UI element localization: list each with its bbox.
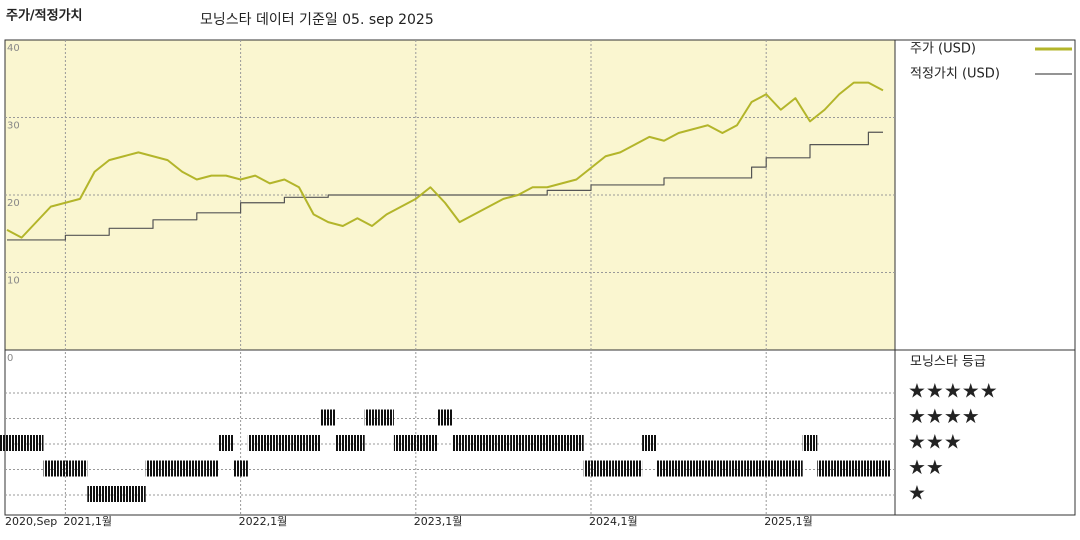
rating-label: ★★★★ [908, 404, 980, 428]
rating-bar [174, 460, 190, 477]
rating-bar [233, 460, 248, 477]
rating-bar [773, 460, 789, 477]
rating-bar [744, 460, 759, 477]
rating-bar [14, 435, 29, 451]
rating-bar [715, 460, 730, 477]
rating-title: 모닝스타 등급 [910, 355, 986, 370]
rating-bar [817, 460, 832, 477]
rating-bar [423, 435, 438, 451]
x-tick-label: 2022,1월 [239, 515, 288, 528]
rating-bar [291, 435, 307, 451]
frame [4, 39, 1076, 516]
rating-bar [277, 435, 292, 451]
y-tick-label: 40 [7, 43, 20, 54]
rating-bar [160, 460, 175, 477]
rating-bar [58, 460, 73, 477]
rating-bar [364, 409, 380, 426]
rating-bar [189, 460, 205, 477]
price-line [6, 81, 884, 239]
x-tick-label: 2025,1월 [764, 515, 813, 528]
rating-bar [145, 460, 161, 477]
rating-bar [452, 435, 467, 451]
rating-bar [379, 409, 394, 426]
rating-bar [598, 460, 613, 477]
rating-bar [335, 435, 351, 451]
rating-bar [247, 435, 263, 451]
rating-bar [525, 435, 540, 451]
rating-bar [466, 435, 482, 451]
chart-title: 주가/적정가치 [6, 8, 83, 24]
fair-value-line [7, 131, 883, 241]
rating-bar [131, 486, 146, 502]
rating-bar [729, 460, 745, 477]
rating-bar [204, 460, 219, 477]
y-tick-label: 10 [7, 276, 20, 287]
rating-bar [43, 460, 59, 477]
rating-bar [875, 460, 891, 477]
rating-bar [0, 435, 15, 451]
rating-label: ★★★★★ [908, 379, 998, 403]
rating-bar [656, 460, 672, 477]
rating-bar [72, 460, 88, 477]
rating-bar [612, 460, 628, 477]
rating-bar [320, 409, 336, 426]
rating-bar [408, 435, 424, 451]
rating-bar [306, 435, 321, 451]
rating-bar [685, 460, 701, 477]
rating-bar [788, 460, 803, 477]
rating-bar [539, 435, 555, 451]
rating-bar [846, 460, 862, 477]
rating-bar [758, 460, 774, 477]
rating-bar [496, 435, 511, 451]
rating-bar [554, 435, 570, 451]
chart-subtitle: 모닝스타 데이터 기준일 05. sep 2025 [200, 12, 434, 28]
rating-bar [437, 409, 453, 426]
rating-label: ★★★ [908, 430, 962, 454]
rating-bar [700, 460, 716, 477]
x-tick-label: 2024,1월 [589, 515, 638, 528]
legend-label: 주가 (USD) [910, 42, 976, 57]
rating-bar [262, 435, 278, 451]
rating-label: ★ [908, 481, 926, 505]
rating-bar [481, 435, 497, 451]
rating-bar [510, 435, 526, 451]
y-tick-label: 30 [7, 121, 20, 132]
rating-bar [802, 435, 818, 451]
rating-label: ★★ [908, 455, 944, 479]
rating-bar [101, 486, 117, 502]
rating-bar [116, 486, 132, 502]
rating-bar [583, 460, 599, 477]
rating-bar [671, 460, 686, 477]
rating-bar [861, 460, 876, 477]
legend-label: 적정가치 (USD) [910, 67, 1000, 82]
x-tick-label: 2020,Sep [5, 515, 57, 528]
x-tick-label: 2023,1월 [414, 515, 463, 528]
rating-bar [642, 435, 657, 451]
rating-bar [218, 435, 234, 451]
rating-bar [393, 435, 409, 451]
rating-bar [87, 486, 102, 502]
rating-bar [350, 435, 365, 451]
rating-bar [569, 435, 584, 451]
y-tick-label: 0 [7, 353, 13, 364]
rating-bar [28, 435, 44, 451]
x-tick-label: 2021,1월 [63, 515, 112, 528]
rating-bar [627, 460, 643, 477]
y-tick-label: 20 [7, 198, 20, 209]
rating-bar [831, 460, 847, 477]
